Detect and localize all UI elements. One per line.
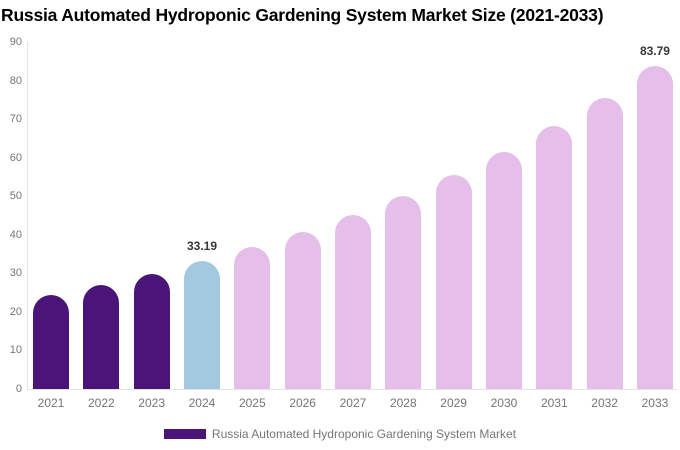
x-tick-label-2028: 2028	[389, 396, 417, 410]
bar-2030[interactable]	[485, 151, 522, 389]
bar-2029[interactable]	[435, 175, 472, 389]
x-tick-label-2031: 2031	[540, 396, 568, 410]
x-tick-label-2027: 2027	[339, 396, 367, 410]
y-tick-label-60: 60	[9, 151, 22, 164]
bar-2022[interactable]	[83, 284, 120, 389]
y-tick-label-40: 40	[9, 228, 22, 241]
y-axis-line	[27, 42, 28, 389]
y-tick-label-10: 10	[9, 344, 22, 357]
bar-2025[interactable]	[234, 247, 271, 389]
y-tick-label-80: 80	[9, 74, 22, 87]
x-tick-label-2029: 2029	[440, 396, 467, 410]
bar-2033[interactable]	[636, 65, 673, 389]
y-tick-label-90: 90	[9, 36, 22, 48]
x-tick-label-2033: 2033	[641, 396, 669, 410]
bar-2028[interactable]	[385, 195, 422, 389]
value-label-2033: 83.79	[639, 43, 670, 58]
bar-2027[interactable]	[334, 214, 371, 389]
y-tick-label-50: 50	[9, 190, 22, 203]
bar-2032[interactable]	[586, 97, 623, 389]
x-tick-label-2026: 2026	[289, 396, 316, 410]
x-tick-label-2024: 2024	[188, 396, 216, 410]
bar-2024[interactable]	[183, 261, 220, 389]
bar-2023[interactable]	[133, 273, 170, 389]
bar-2026[interactable]	[284, 231, 321, 389]
x-tick-label-2021: 2021	[37, 396, 65, 410]
bar-2031[interactable]	[536, 126, 573, 389]
legend-label: Russia Automated Hydroponic Gardening Sy…	[211, 427, 517, 441]
y-tick-label-70: 70	[9, 113, 22, 126]
y-tick-label-20: 20	[9, 305, 22, 318]
value-label-2024: 33.19	[186, 239, 217, 254]
x-axis-line	[27, 389, 677, 390]
legend-swatch	[163, 429, 206, 439]
x-tick-label-2025: 2025	[238, 396, 266, 410]
bar-2021[interactable]	[33, 294, 69, 389]
x-tick-label-2022: 2022	[87, 396, 115, 410]
x-tick-label-2023: 2023	[138, 396, 165, 410]
x-tick-label-2032: 2032	[591, 396, 618, 410]
legend[interactable]: Russia Automated Hydroponic Gardening Sy…	[0, 424, 680, 444]
y-tick-label-30: 30	[9, 267, 22, 280]
x-tick-label-2030: 2030	[490, 396, 518, 410]
y-tick-label-0: 0	[15, 383, 22, 395]
chart-title: Russia Automated Hydroponic Gardening Sy…	[1, 5, 604, 25]
